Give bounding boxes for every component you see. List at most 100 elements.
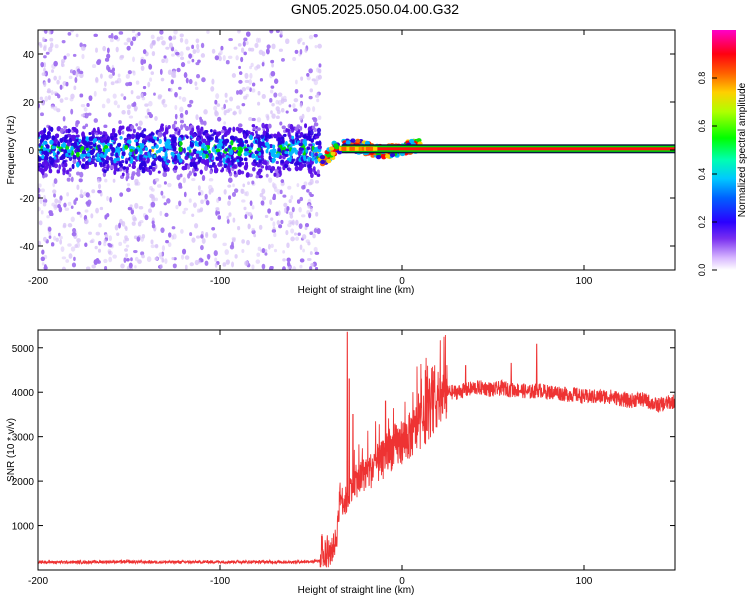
- spectrogram-cell: [151, 220, 155, 225]
- spectrogram-cell: [69, 30, 75, 33]
- spectrogram-cell: [91, 155, 95, 159]
- spectrogram-cell: [96, 153, 100, 158]
- spectrogram-cell: [171, 135, 176, 142]
- spectrogram-cell: [120, 160, 125, 164]
- spectrogram-cell: [72, 142, 77, 148]
- spectrogram-cell: [194, 140, 198, 147]
- spectrogram-cell: [118, 31, 124, 35]
- spectrogram-cell: [144, 214, 149, 221]
- spectrogram-cell: [158, 156, 162, 162]
- spectrogram-cell: [179, 119, 185, 124]
- spectrogram-cell: [278, 48, 283, 52]
- spectrogram-cell: [224, 249, 229, 255]
- spectrogram-cell: [264, 252, 268, 256]
- spectrogram-cell: [227, 200, 231, 206]
- spectrogram-cell: [119, 54, 125, 59]
- spectrogram-cell: [314, 45, 318, 49]
- spectrogram-cell: [144, 147, 149, 151]
- spectrogram-cell: [277, 92, 283, 97]
- spectrogram-cell: [127, 206, 133, 211]
- spectrogram-cell: [63, 137, 67, 144]
- spectrogram-cell: [341, 146, 345, 151]
- spectrogram-cell: [76, 211, 81, 215]
- spectrogram-cell: [249, 72, 253, 79]
- spectrogram-cell: [240, 188, 245, 194]
- spectrogram-cell: [156, 36, 161, 42]
- spectrogram-cell: [85, 136, 90, 141]
- spectrogram-cell: [195, 48, 200, 54]
- spectrogram-cell: [244, 72, 249, 79]
- spectrogram-cell: [270, 59, 275, 64]
- spectrogram-cell: [84, 218, 89, 225]
- spectrogram-cell: [185, 46, 190, 51]
- spectrogram-cell: [40, 256, 45, 262]
- spectrogram-cell: [307, 203, 311, 209]
- spectrogram-cell: [316, 127, 322, 133]
- spectrogram-cell: [199, 207, 204, 212]
- spectrogram-cell: [174, 91, 178, 98]
- spectrogram-cell: [89, 145, 93, 149]
- spectrogram-cell: [251, 117, 256, 122]
- spectrogram-cell: [286, 257, 291, 262]
- spectrogram-cell: [242, 183, 246, 188]
- spectrogram-cell: [75, 71, 79, 78]
- spectrogram-cell: [228, 149, 234, 156]
- spectrogram-cell: [317, 43, 322, 49]
- spectrogram-cell: [59, 138, 64, 142]
- spectrogram-cell: [215, 207, 220, 211]
- spectrogram-cell: [276, 220, 280, 226]
- spectrogram-cell: [128, 163, 132, 168]
- spectrogram-cell: [312, 117, 318, 123]
- spectrogram-cell: [217, 151, 222, 157]
- spectrogram-cell: [315, 146, 318, 153]
- spectrogram-cell: [130, 209, 134, 215]
- spectrogram-cell: [142, 157, 146, 162]
- spectrogram-cell: [201, 153, 206, 160]
- spectrogram-cell: [215, 135, 219, 141]
- spectrogram-cell: [106, 98, 111, 104]
- spectrogram-cell: [281, 138, 285, 144]
- spectrogram-cell: [126, 109, 131, 116]
- spectrogram-cell: [316, 173, 321, 177]
- spectrogram-cell: [120, 263, 125, 269]
- spectrogram-cell: [274, 168, 279, 173]
- spectrogram-cell: [195, 235, 201, 239]
- spectrogram-cell: [114, 80, 119, 84]
- spectrogram-cell: [41, 249, 45, 255]
- spectrogram-cell: [224, 99, 228, 103]
- spectrogram-cell: [267, 123, 272, 129]
- spectrogram-cell: [48, 30, 52, 34]
- spectrogram-cell: [193, 202, 197, 208]
- spectrogram-cell: [142, 85, 147, 90]
- spectrogram-cell: [79, 93, 84, 98]
- spectrogram-cell: [251, 124, 256, 128]
- spectrogram-cell: [79, 70, 84, 75]
- spectrogram-cell: [304, 48, 308, 53]
- spectrogram-cell: [57, 94, 61, 99]
- spectrogram-cell: [84, 112, 89, 119]
- spectrogram-cell: [287, 185, 292, 190]
- spectrogram-cell: [102, 162, 106, 167]
- spectrogram-cell: [64, 207, 70, 211]
- spectrogram-cell: [223, 189, 227, 195]
- spectrogram-cell: [302, 138, 307, 145]
- spectrogram-cell: [126, 45, 131, 51]
- spectrogram-cell: [99, 206, 104, 211]
- spectrogram-cell: [106, 142, 111, 147]
- spectrogram-cell: [299, 94, 304, 98]
- spectrogram-cell: [125, 237, 130, 242]
- spectrogram-cell: [43, 141, 48, 145]
- spectrogram-cell: [161, 40, 166, 46]
- spectrogram-cell: [82, 125, 86, 130]
- spectrogram-cell: [310, 138, 314, 143]
- spectrogram-cell: [282, 258, 286, 262]
- spectrogram-cell: [191, 58, 195, 63]
- spectrogram-cell: [104, 81, 107, 87]
- spectrogram-cell: [151, 145, 156, 150]
- spectrogram-cell: [178, 86, 182, 90]
- spectrogram-cell: [63, 55, 67, 60]
- spectrogram-cell: [81, 153, 87, 157]
- spectrogram-cell: [85, 161, 89, 165]
- spectrogram-cell: [254, 150, 260, 155]
- spectrogram-cell: [137, 32, 141, 36]
